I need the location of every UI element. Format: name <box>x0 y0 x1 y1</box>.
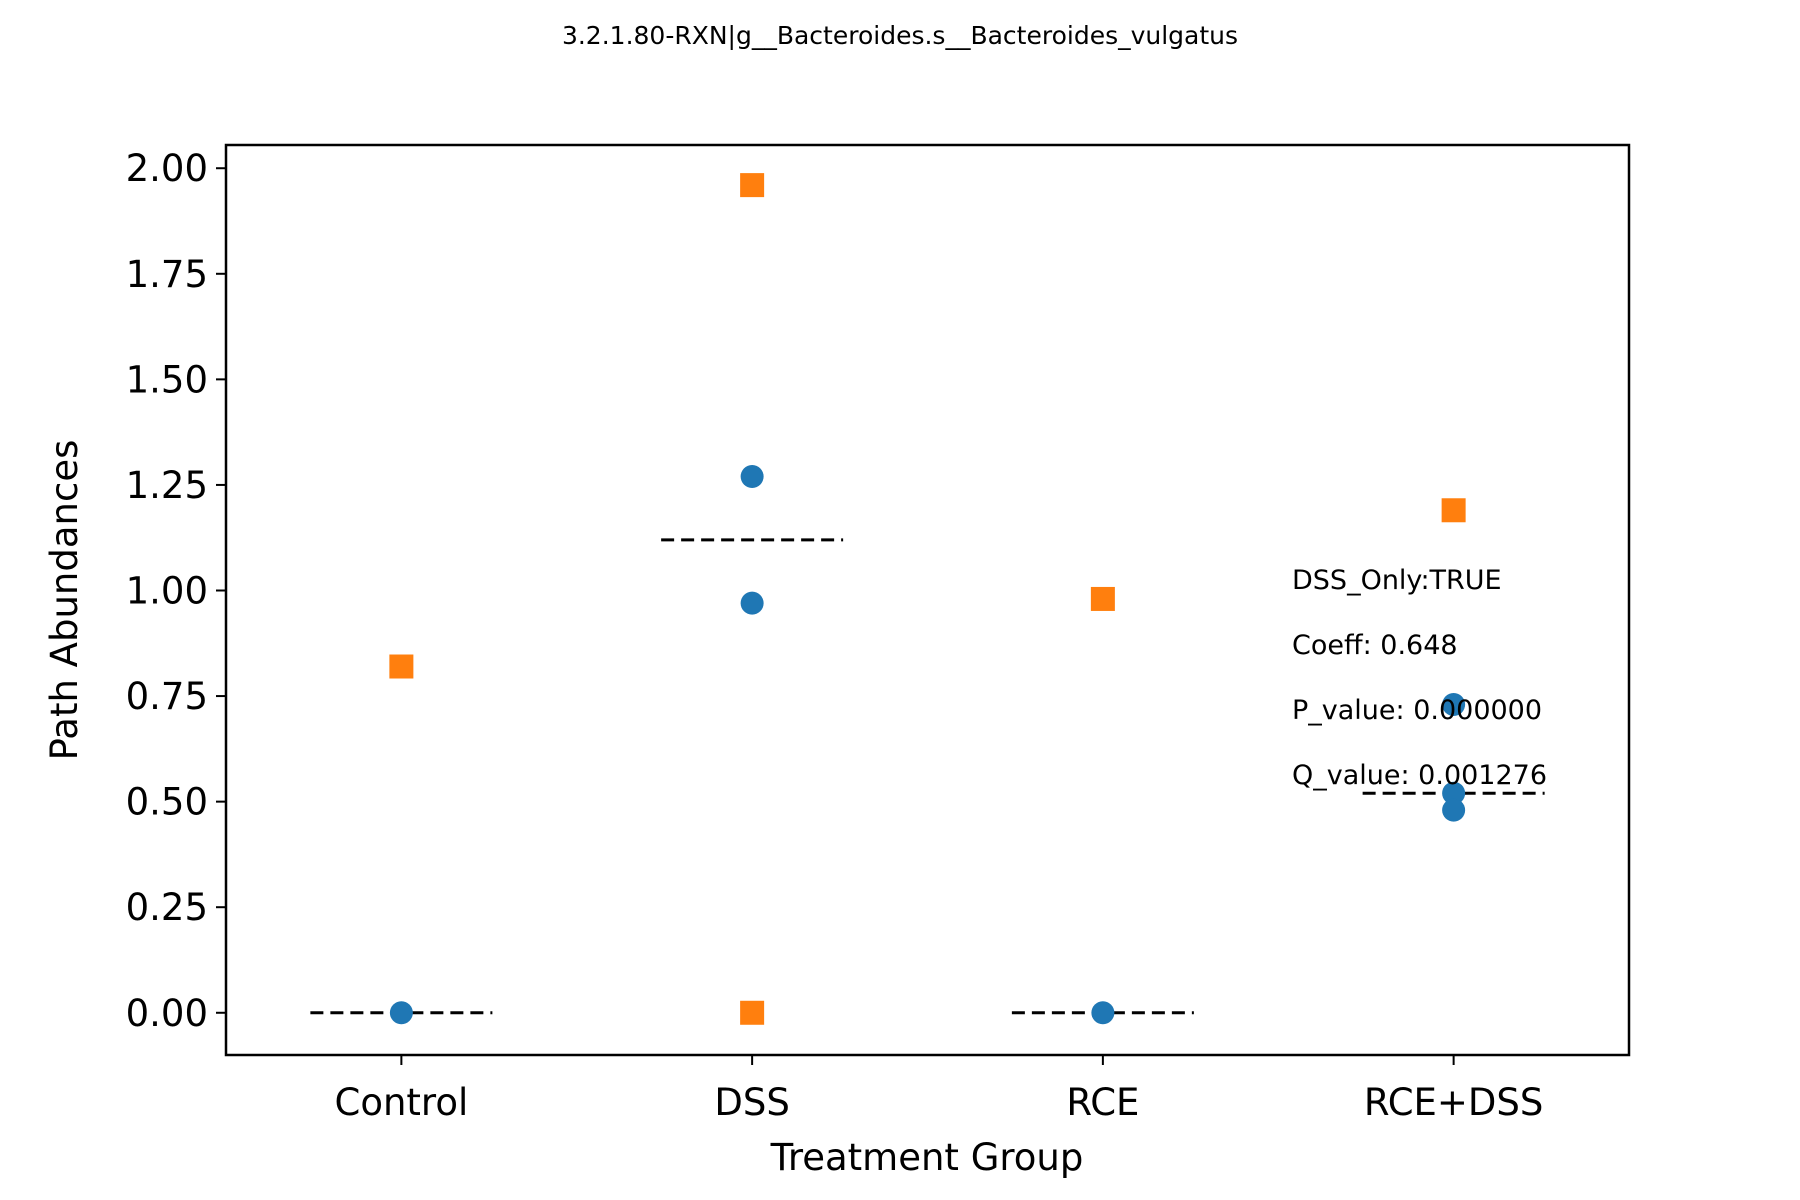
x-tick-label: RCE+DSS <box>1364 1081 1544 1124</box>
chart-title: 3.2.1.80-RXN|g__Bacteroides.s__Bacteroid… <box>562 21 1238 50</box>
data-point-circle <box>740 464 764 488</box>
x-tick-label: RCE <box>1066 1081 1139 1124</box>
y-tick-label: 0.00 <box>126 992 208 1035</box>
y-tick-label: 0.75 <box>126 675 208 718</box>
y-tick-label: 0.25 <box>126 886 208 929</box>
x-tick-label: Control <box>335 1081 469 1124</box>
y-tick-label: 1.00 <box>126 569 208 612</box>
data-point-circle <box>1442 693 1466 717</box>
plot-area-frame <box>224 143 1631 1057</box>
x-tick-label: DSS <box>714 1081 789 1124</box>
stats-annotation: P_value: 0.000000 <box>1292 695 1542 726</box>
data-point-square <box>389 654 414 679</box>
y-tick-label: 2.00 <box>126 147 208 190</box>
data-point-square <box>1441 498 1466 523</box>
data-point-circle <box>740 591 764 615</box>
data-point-circle <box>1442 798 1466 822</box>
data-point-square <box>740 173 765 198</box>
y-axis: 0.00 0.25 0.50 0.75 1.00 1.25 1.50 1.75 2.00 <box>126 147 226 1035</box>
stats-annotation: DSS_Only:TRUE <box>1292 565 1502 596</box>
data-point-square <box>740 1000 765 1025</box>
data-point-circle <box>389 1001 413 1025</box>
y-axis-label: Path Abundances <box>43 440 86 761</box>
data-point-circle <box>1442 781 1466 805</box>
stats-annotations: DSS_Only:TRUE Coeff: 0.648 P_value: 0.0000… <box>1292 565 1547 791</box>
x-axis-label: Treatment Group <box>770 1136 1084 1179</box>
y-tick-label: 0.50 <box>126 781 208 824</box>
stats-annotation: Q_value: 0.001276 <box>1292 760 1547 791</box>
x-axis: Control DSS RCE RCE+DSS <box>335 1055 1544 1124</box>
data-points <box>389 173 1466 1025</box>
y-tick-label: 1.75 <box>126 253 208 296</box>
y-tick-label: 1.25 <box>126 464 208 507</box>
data-point-square <box>1090 586 1115 611</box>
data-point-circle <box>1091 1001 1115 1025</box>
stats-annotation: Coeff: 0.648 <box>1292 630 1458 661</box>
y-tick-label: 1.50 <box>126 358 208 401</box>
